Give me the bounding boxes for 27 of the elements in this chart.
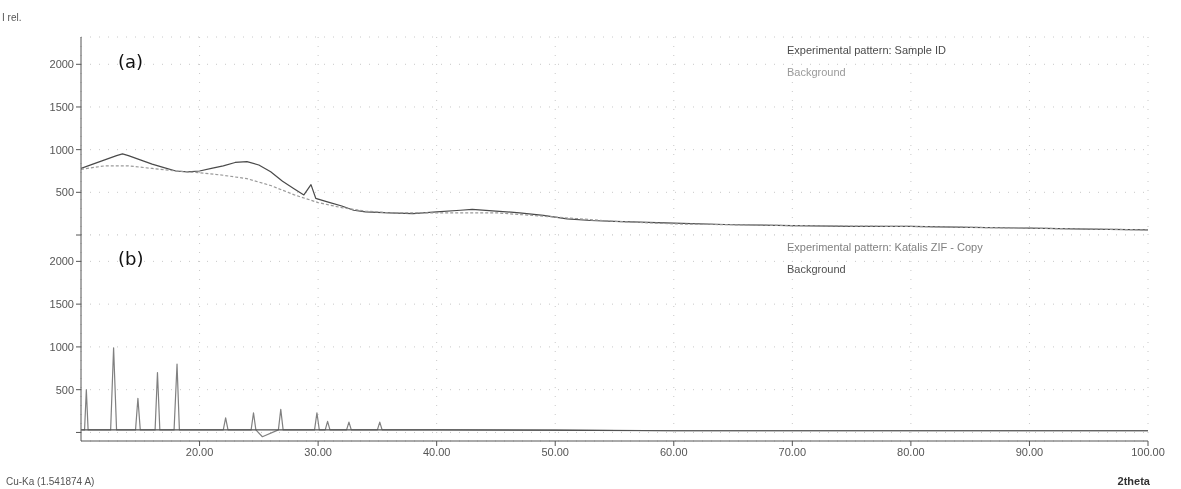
y-tick-label: 1500 (49, 100, 74, 113)
text: Experimental pattern: Sample ID (787, 43, 946, 58)
text: Experimental pattern: Katalis ZIF - Copy (787, 240, 983, 255)
y-axis-title: I rel. (2, 12, 22, 23)
x-tick-label: 60.00 (660, 445, 688, 458)
annotation: (b) (118, 248, 144, 269)
x-tick-label: 20.00 (185, 445, 214, 458)
y-tick-label: 500 (55, 383, 74, 396)
x-tick-label: 70.00 (778, 445, 807, 458)
x-tick-label: 40.00 (422, 445, 451, 458)
text: Cu-Ka (1.541874 A) (6, 476, 95, 487)
text: Background (787, 65, 847, 80)
y-tick-label: 500 (55, 186, 74, 199)
x-axis-title: 2theta (1117, 475, 1150, 487)
x-tick-label: 100.00 (1131, 445, 1165, 458)
y-tick-label: 1500 (49, 298, 74, 311)
y-tick-label: 2000 (49, 58, 74, 71)
x-tick-label: 90.00 (1015, 445, 1044, 458)
y-tick-label: 1000 (49, 143, 74, 156)
annotation: (a) (118, 51, 144, 72)
line-series (81, 165, 1148, 231)
y-tick-label: 2000 (49, 255, 74, 268)
text: Background (787, 262, 847, 277)
x-tick-label: 50.00 (541, 445, 569, 458)
x-tick-label: 80.00 (897, 445, 925, 458)
y-tick-label: 1000 (49, 340, 74, 353)
x-tick-label: 30.00 (304, 445, 332, 458)
